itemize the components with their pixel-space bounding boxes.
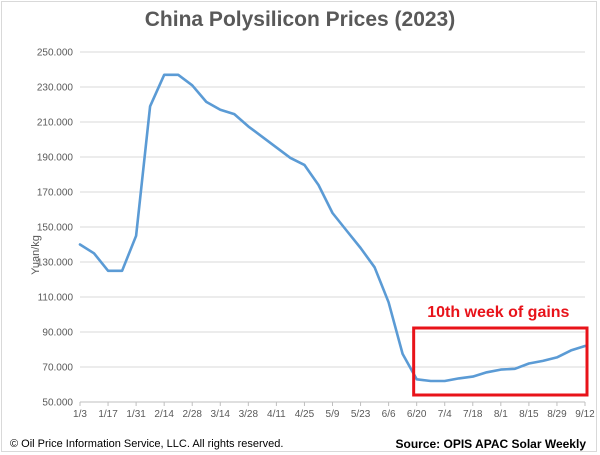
price-series-line: [78, 73, 587, 383]
y-tick-label: 190.000: [37, 153, 74, 164]
x-tick-label: 8/1: [494, 409, 508, 420]
x-tick-label: 3/28: [239, 409, 259, 420]
annotation-layer: 10th week of gains: [412, 304, 589, 397]
x-tick-label: 6/20: [407, 409, 427, 420]
x-tick-label: 1/31: [126, 409, 146, 420]
x-tick-label: 2/14: [154, 409, 174, 420]
y-tick-labels: 50.000 70.000 90.000 110.000 130.000 150.000 1…: [37, 48, 74, 409]
annotation-text: 10th week of gains: [427, 304, 569, 321]
y-tick-label: 150.000: [37, 223, 74, 234]
x-tick-label: 4/25: [295, 409, 315, 420]
x-tick-label: 5/9: [326, 409, 340, 420]
x-tick-label: 5/23: [351, 409, 371, 420]
x-tick-labels: 1/3 1/17 1/31 2/14 2/28 3/14 3/28 4/11 4/25 5/9 5/…: [73, 402, 595, 420]
y-tick-label: 110.000: [38, 293, 74, 304]
copyright-text: © Oil Price Information Service, LLC. Al…: [10, 438, 284, 450]
x-tick-label: 7/4: [438, 409, 452, 420]
y-tick-label: 70.000: [42, 363, 73, 374]
x-tick-label: 4/11: [267, 409, 286, 420]
y-tick-label: 130.000: [37, 258, 74, 269]
y-tick-label: 250.000: [37, 48, 74, 59]
x-tick-label: 1/17: [98, 409, 118, 420]
x-tick-label: 3/14: [211, 409, 231, 420]
annotation-box: [412, 326, 589, 397]
y-tick-label: 170.000: [37, 188, 74, 199]
y-tick-label: 50.000: [42, 398, 73, 409]
y-tick-label: 90.000: [42, 328, 73, 339]
series-layer: [78, 73, 587, 383]
grid-lines: [80, 51, 585, 403]
x-tick-label: 7/18: [463, 409, 483, 420]
x-tick-label: 6/6: [382, 409, 396, 420]
x-tick-label: 8/15: [519, 409, 539, 420]
y-tick-label: 210.000: [37, 118, 74, 129]
x-tick-label: 1/3: [73, 409, 87, 420]
chart-title: China Polysilicon Prices (2023): [144, 8, 456, 31]
source-text: Source: OPIS APAC Solar Weekly: [395, 437, 586, 451]
x-tick-label: 2/28: [182, 409, 202, 420]
x-tick-label: 8/29: [547, 409, 567, 420]
x-tick-label: 9/12: [575, 409, 595, 420]
y-tick-label: 230.000: [37, 83, 74, 94]
